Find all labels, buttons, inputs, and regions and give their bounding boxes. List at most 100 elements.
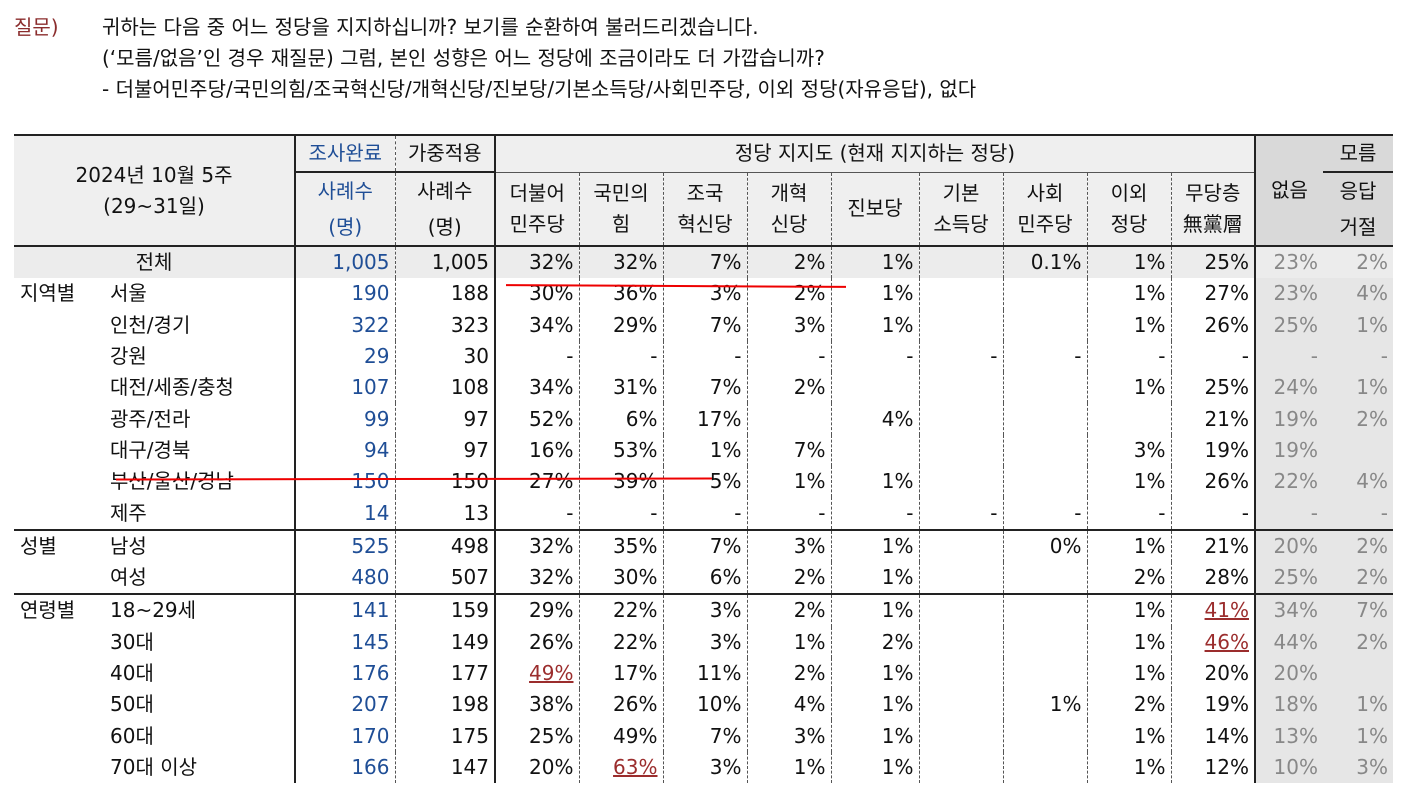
cell-party-2: 17% (663, 403, 748, 435)
cell-party-6 (1003, 372, 1088, 404)
cell-party-2: 5% (663, 466, 748, 498)
cell-party-3: 1% (747, 466, 832, 498)
cell-party-8: 21% (1171, 403, 1256, 435)
cell-party-8: 26% (1171, 309, 1256, 341)
cell-party-3: 4% (747, 689, 832, 721)
cell-party-1: 22% (579, 626, 664, 658)
col-party-0: 더불어 민주당 (495, 172, 580, 247)
cell-party-3: 1% (747, 751, 832, 784)
table-row: 인천/경기 322 323 34% 29% 7% 3% 1% 1% 26% 25% 1% (14, 309, 1393, 341)
col-party-3: 개혁 신당 (747, 172, 832, 247)
cell-weighted: 159 (395, 593, 496, 627)
cell-sample: 94 (295, 434, 396, 467)
cell-none: 44% (1255, 626, 1323, 658)
table-row: 40대 176 177 49% 17% 11% 2% 1% 1% 20% 20% (14, 657, 1393, 690)
col-refuse-3: 거절 (1323, 209, 1393, 247)
cell-party-2: 7% (663, 372, 748, 404)
question-line-3: - 더불어민주당/국민의힘/조국혁신당/개혁신당/진보당/기본소득당/사회민주당… (102, 77, 977, 101)
cell-party-2: 10% (663, 689, 748, 721)
cell-none: 13% (1255, 720, 1323, 752)
cell-party-3: 2% (747, 244, 832, 279)
cell-party-6 (1003, 466, 1088, 498)
row-group (14, 435, 110, 466)
cell-weighted: 498 (395, 528, 496, 562)
cell-party-1: 31% (579, 372, 664, 404)
cell-sample: 525 (295, 528, 396, 562)
table-row: 지역별 서울 190 188 30% 36% 3% 2% 1% 1% 27% 23% 4% (14, 278, 1393, 310)
cell-refuse: 2% (1323, 561, 1393, 595)
cell-refuse: 2% (1323, 403, 1393, 435)
cell-party-2: 7% (663, 528, 748, 562)
cell-party-3: - (747, 340, 832, 373)
row-label: 부산/울산/경남 (110, 466, 296, 498)
cell-party-5: - (919, 497, 1004, 530)
cell-party-8: - (1171, 340, 1256, 373)
table-row: 부산/울산/경남 150 150 27% 39% 5% 1% 1% 1% 26% 22% 4% (14, 466, 1393, 498)
row-group (14, 752, 110, 783)
cell-sample: 107 (295, 372, 396, 404)
cell-refuse: 1% (1323, 689, 1393, 721)
cell-party-5 (919, 561, 1004, 595)
cell-party-6 (1003, 593, 1088, 627)
party-support-table: 2024년 10월 5주 (29~31일) 조사완료 가중적용 정당 지지도 (현재 지… (14, 134, 1393, 784)
row-group (14, 627, 110, 658)
cell-party-1: 53% (579, 434, 664, 467)
question-line-1: 귀하는 다음 중 어느 정당을 지지하십니까? 보기를 순환하여 불러드리겠습니… (102, 15, 759, 39)
cell-party-6: - (1003, 497, 1088, 530)
row-group (14, 658, 110, 689)
col-party-8: 무당층 無黨層 (1171, 172, 1256, 247)
cell-party-6 (1003, 751, 1088, 784)
cell-party-6 (1003, 278, 1088, 310)
cell-party-2: 3% (663, 278, 748, 310)
cell-party-8: 28% (1171, 561, 1256, 595)
cell-none: 25% (1255, 561, 1323, 595)
cell-party-5: - (919, 340, 1004, 373)
cell-refuse: 4% (1323, 466, 1393, 498)
cell-party-4: - (831, 340, 920, 373)
row-group: 성별 (14, 528, 110, 562)
cell-party-2: 1% (663, 434, 748, 467)
cell-party-0: 34% (495, 309, 580, 341)
cell-party-3: 1% (747, 626, 832, 658)
col-party-2: 조국 혁신당 (663, 172, 748, 247)
cell-party-4: 1% (831, 561, 920, 595)
total-row: 전체 1,005 1,005 32% 32% 7% 2% 1% 0.1% 1% 25% 23% 2% (14, 244, 1393, 279)
row-label: 30대 (110, 626, 296, 658)
cell-party-0: 49% (495, 657, 580, 690)
cell-party-4: 4% (831, 403, 920, 435)
cell-weighted: 323 (395, 309, 496, 341)
cell-party-6: - (1003, 340, 1088, 373)
table-row: 연령별 18~29세 141 159 29% 22% 3% 2% 1% 1% 41% 34% 7% (14, 593, 1393, 627)
cell-party-7 (1087, 403, 1172, 435)
cell-sample: 166 (295, 751, 396, 784)
period-header: 2024년 10월 5주 (29~31일) (14, 134, 296, 247)
cell-sample: 14 (295, 497, 396, 530)
cell-party-4: 1% (831, 528, 920, 562)
cell-party-4: 1% (831, 309, 920, 341)
cell-party-3 (747, 403, 832, 435)
cell-party-7: - (1087, 340, 1172, 373)
cell-party-3: 2% (747, 561, 832, 595)
cell-refuse: 3% (1323, 751, 1393, 784)
cell-refuse (1323, 434, 1393, 467)
cell-party-7: 2% (1087, 689, 1172, 721)
cell-none: 18% (1255, 689, 1323, 721)
cell-party-4: - (831, 497, 920, 530)
cell-party-7: 1% (1087, 466, 1172, 498)
cell-weighted: 188 (395, 278, 496, 310)
col-refuse-1: 모름 (1323, 134, 1393, 173)
cell-sample: 190 (295, 278, 396, 310)
cell-refuse: 2% (1323, 528, 1393, 562)
table-row: 성별 남성 525 498 32% 35% 7% 3% 1% 0% 1% 21% 20% 2% (14, 528, 1393, 562)
cell-sample: 170 (295, 720, 396, 752)
cell-party-2: 11% (663, 657, 748, 690)
cell-party-7: 1% (1087, 372, 1172, 404)
cell-party-1: 6% (579, 403, 664, 435)
cell-party-1: 63% (579, 751, 664, 784)
row-group (14, 341, 110, 372)
cell-party-4 (831, 434, 920, 467)
table-row: 대구/경북 94 97 16% 53% 1% 7% 3% 19% 19% (14, 434, 1393, 467)
cell-party-6 (1003, 626, 1088, 658)
cell-party-0: 29% (495, 593, 580, 627)
row-label: 여성 (110, 561, 296, 595)
